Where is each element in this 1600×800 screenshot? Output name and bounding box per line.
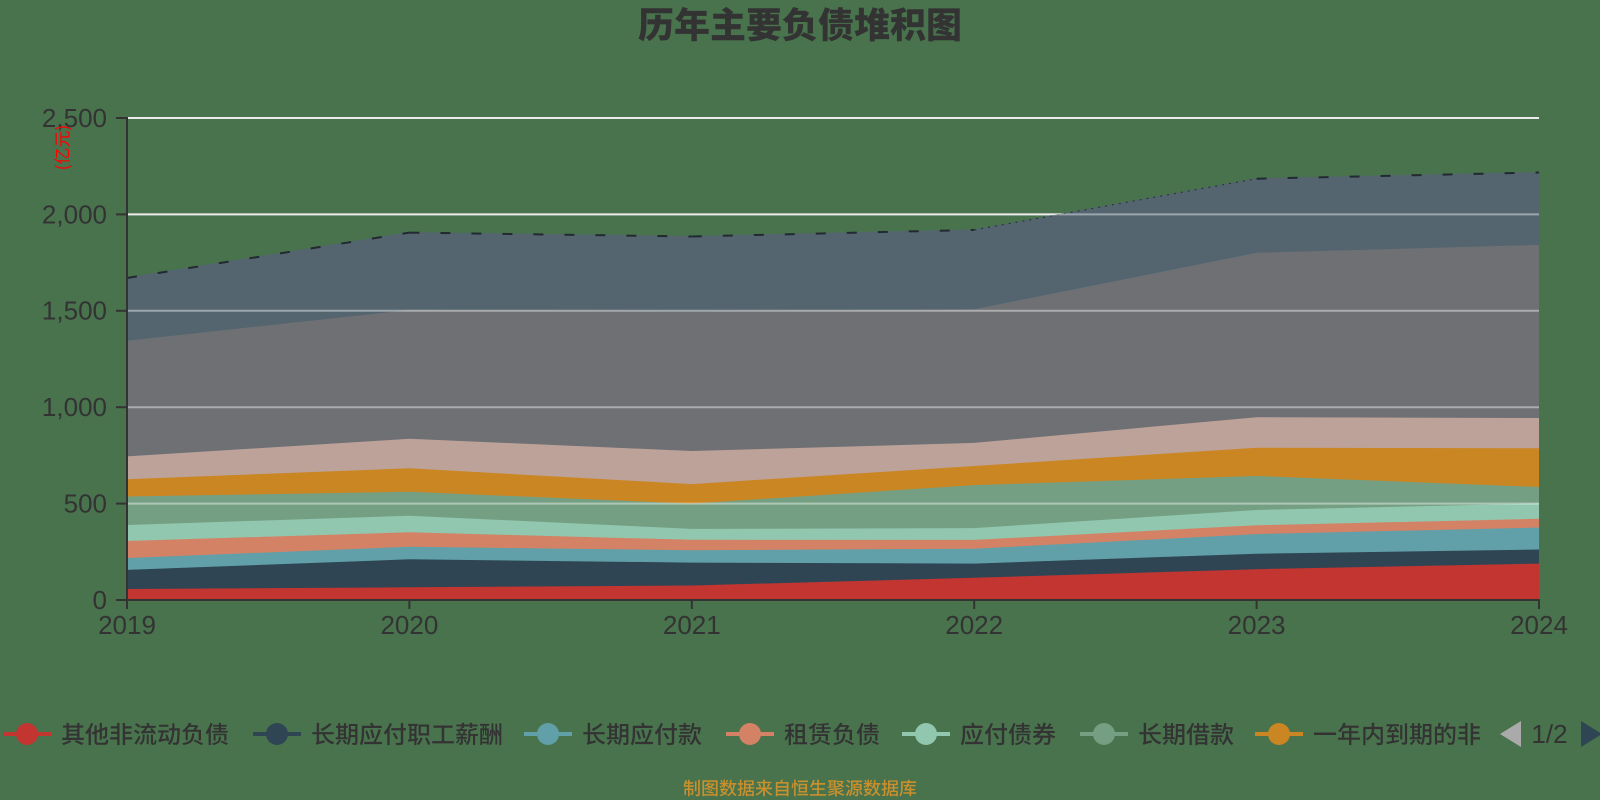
svg-text:0: 0 [93,585,107,615]
svg-text:2022: 2022 [945,610,1003,640]
svg-text:2,000: 2,000 [42,199,107,229]
svg-text:1/2: 1/2 [1531,719,1567,749]
svg-text:2021: 2021 [663,610,721,640]
svg-text:2024: 2024 [1510,610,1568,640]
svg-text:2,500: 2,500 [42,103,107,133]
svg-text:2019: 2019 [98,610,156,640]
svg-text:2023: 2023 [1228,610,1286,640]
svg-text:1,000: 1,000 [42,392,107,422]
svg-text:500: 500 [64,489,107,519]
svg-text:2020: 2020 [380,610,438,640]
svg-text:1,500: 1,500 [42,296,107,326]
